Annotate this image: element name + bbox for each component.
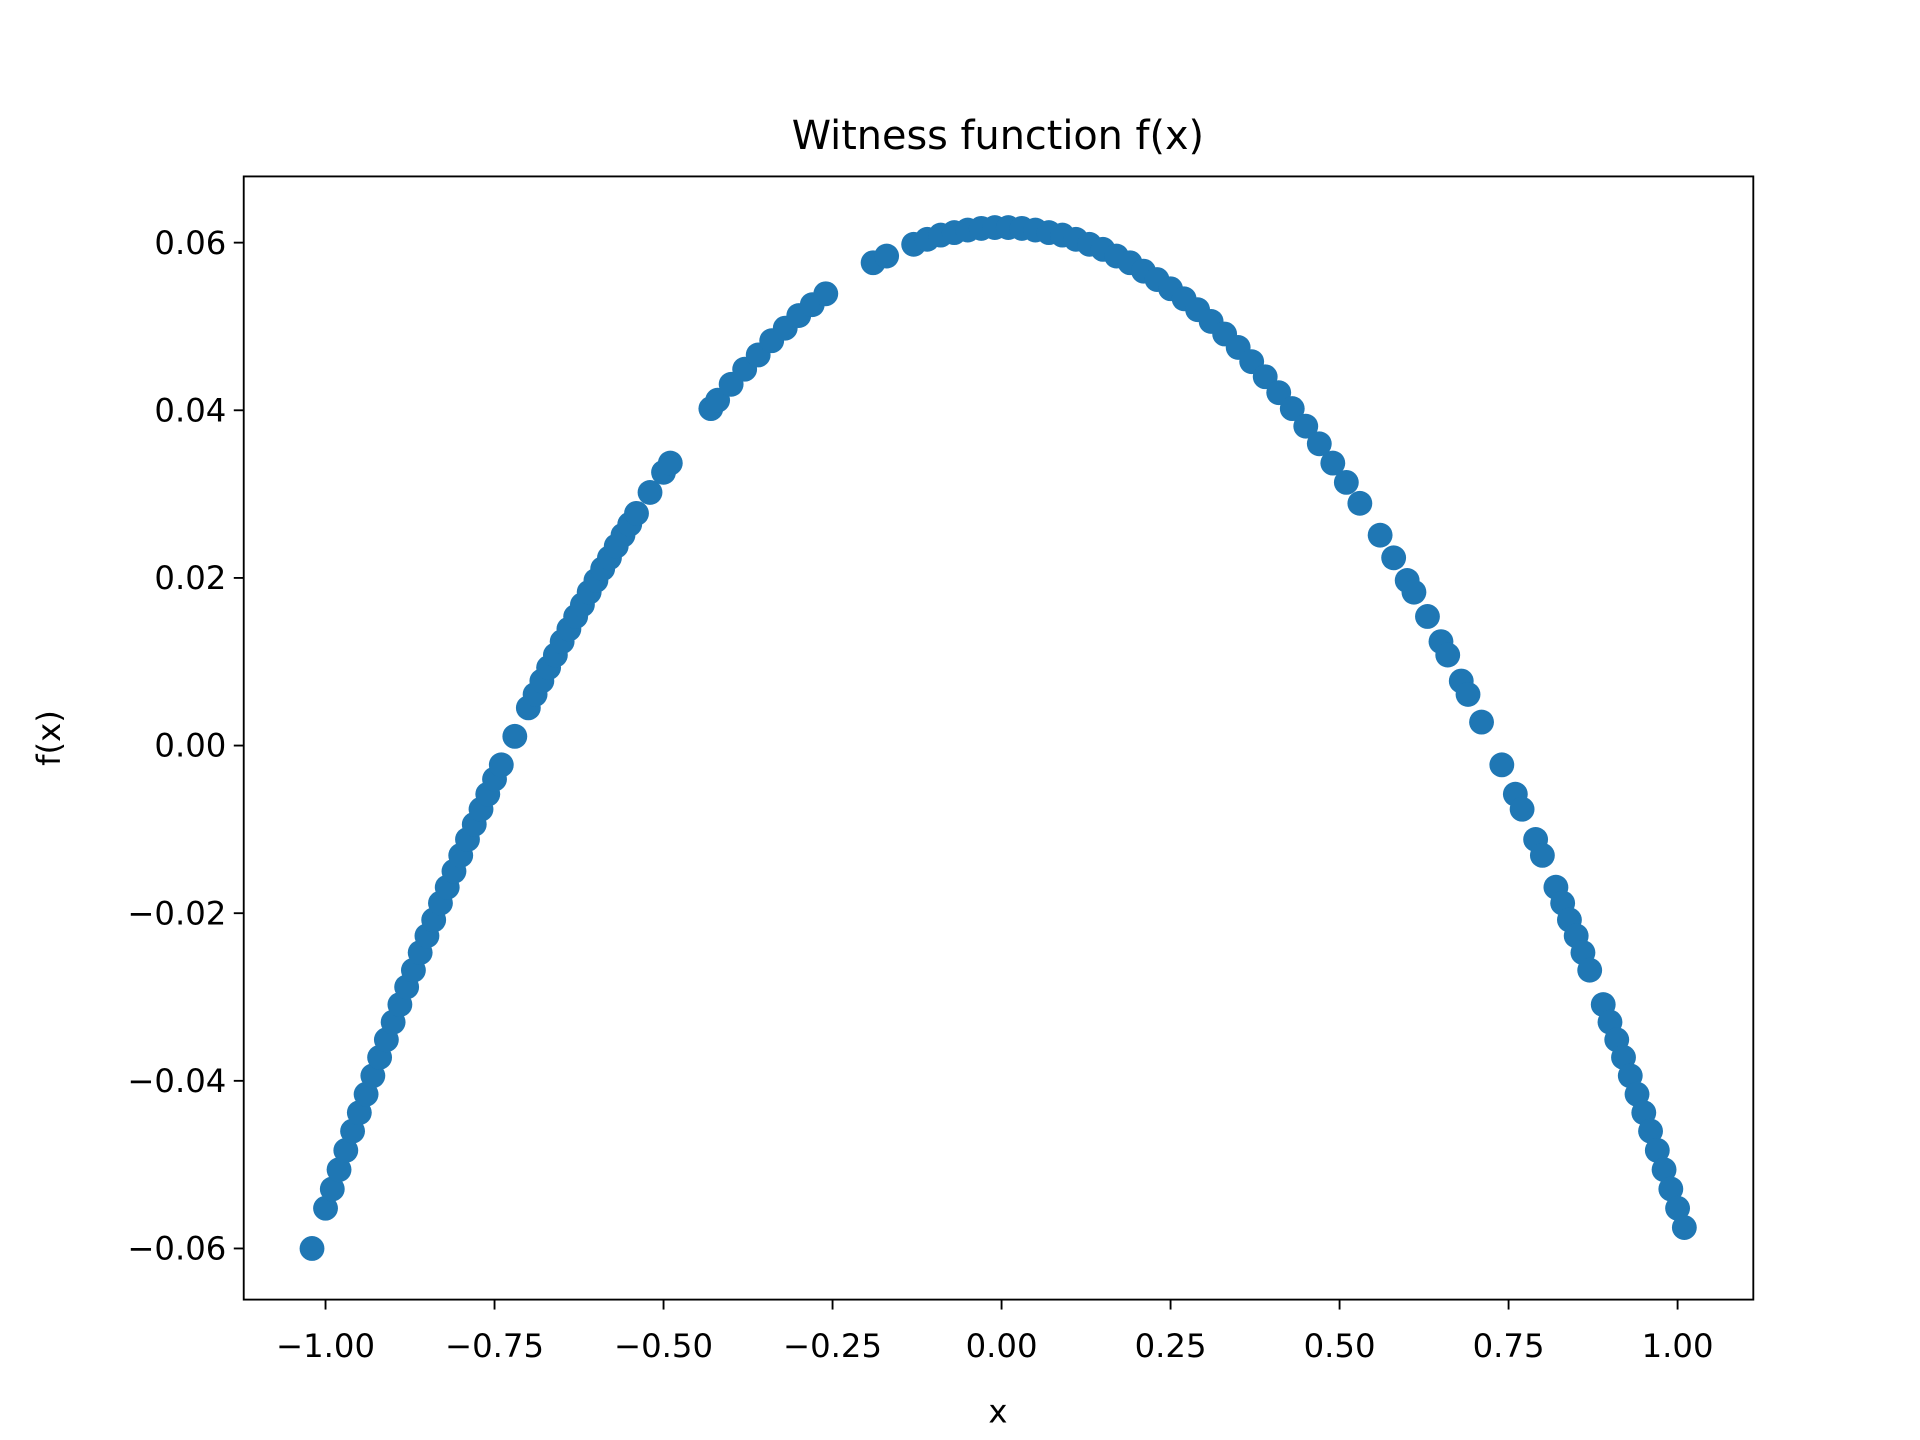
x-tick-label: 0.00 <box>966 1327 1038 1365</box>
point <box>657 450 683 476</box>
point <box>1347 490 1373 516</box>
point <box>1577 957 1603 983</box>
point <box>488 752 514 778</box>
point <box>333 1137 359 1163</box>
point <box>1367 522 1393 548</box>
y-tick-label: 0.00 <box>154 727 226 765</box>
point <box>1401 579 1427 605</box>
point <box>1333 469 1359 495</box>
point <box>637 480 663 505</box>
point <box>624 500 649 526</box>
y-tick-label: −0.06 <box>127 1230 226 1268</box>
y-tick-label: 0.02 <box>154 559 226 597</box>
point <box>1489 752 1515 778</box>
point <box>1665 1195 1691 1221</box>
x-tick-label: 0.25 <box>1135 1327 1207 1365</box>
x-tick-label: −0.25 <box>783 1327 882 1365</box>
point <box>319 1176 345 1202</box>
point <box>1455 682 1481 707</box>
point <box>313 1195 338 1221</box>
y-axis-label: f(x) <box>30 710 68 766</box>
point <box>874 243 900 269</box>
point <box>1435 642 1461 668</box>
point <box>1638 1118 1663 1144</box>
point <box>813 281 839 307</box>
x-tick-label: −0.75 <box>445 1327 544 1365</box>
y-tick-label: 0.06 <box>154 224 226 262</box>
point <box>1509 796 1535 822</box>
point <box>1644 1137 1670 1163</box>
point <box>1320 450 1346 476</box>
point <box>1293 413 1319 439</box>
point <box>1415 604 1440 629</box>
y-tick-label: 0.04 <box>154 391 226 429</box>
point <box>1381 545 1407 571</box>
x-axis-label: x <box>988 1393 1007 1431</box>
x-tick-label: −0.50 <box>614 1327 713 1365</box>
x-tick-label: −1.00 <box>276 1327 375 1365</box>
y-tick-label: −0.02 <box>127 894 226 932</box>
point <box>502 723 528 749</box>
point <box>1529 842 1555 868</box>
chart-title: Witness function f(x) <box>792 113 1204 159</box>
point <box>326 1157 352 1183</box>
point <box>1469 709 1494 735</box>
x-tick-label: 0.50 <box>1304 1327 1376 1365</box>
point <box>1671 1215 1697 1240</box>
x-tick-label: 0.75 <box>1473 1327 1545 1365</box>
point <box>1306 431 1332 457</box>
x-tick-label: 1.00 <box>1642 1327 1714 1365</box>
point <box>1658 1176 1684 1202</box>
y-tick-label: −0.04 <box>127 1062 226 1100</box>
point <box>299 1236 325 1261</box>
point <box>1279 396 1305 422</box>
plot-frame <box>242 175 1755 1301</box>
point <box>1651 1157 1677 1183</box>
